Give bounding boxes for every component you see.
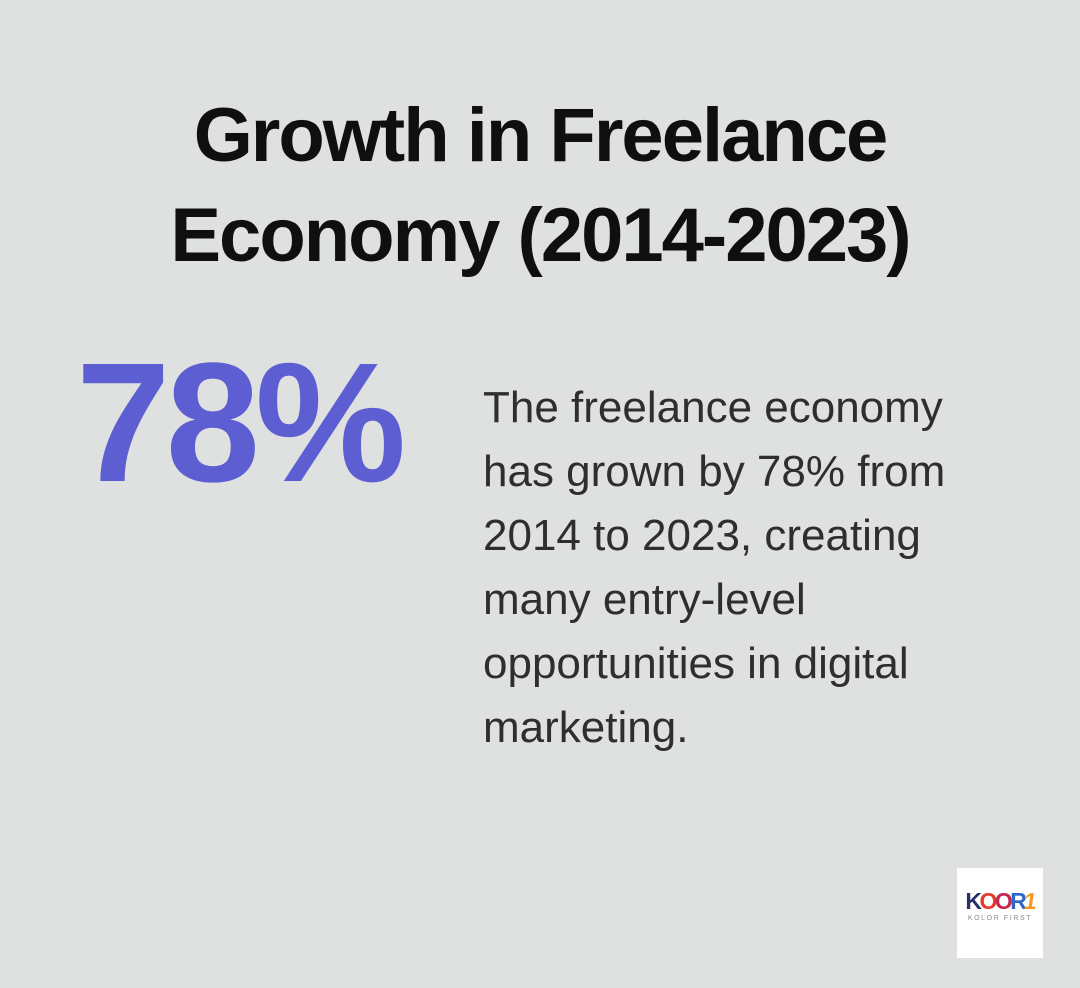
logo-letter: O <box>979 887 997 914</box>
brand-logo: KOOR1 KOLOR FIRST <box>957 868 1043 958</box>
logo-letter: R <box>1010 887 1027 914</box>
logo-tagline: KOLOR FIRST <box>967 914 1033 922</box>
description-line: has grown by 78% from <box>483 447 946 496</box>
description-line: marketing. <box>483 703 689 752</box>
title-line-2: Economy (2014-2023) <box>170 193 911 278</box>
page-title: Growth in Freelance Economy (2014-2023) <box>0 86 1080 286</box>
logo-letter: K <box>965 887 982 914</box>
stat-value: 78% <box>76 328 406 518</box>
description-line: 2014 to 2023, creating <box>483 511 921 560</box>
logo-letter: O <box>994 887 1013 914</box>
description-line: opportunities in digital <box>483 639 909 688</box>
logo-letter: 1 <box>1022 887 1037 914</box>
stat-description: The freelance economy has grown by 78% f… <box>483 376 1013 760</box>
description-line: many entry-level <box>483 575 806 624</box>
title-line-1: Growth in Freelance <box>193 93 889 178</box>
description-line: The freelance economy <box>483 383 943 432</box>
logo-wordmark: KOOR1 <box>965 887 1037 914</box>
